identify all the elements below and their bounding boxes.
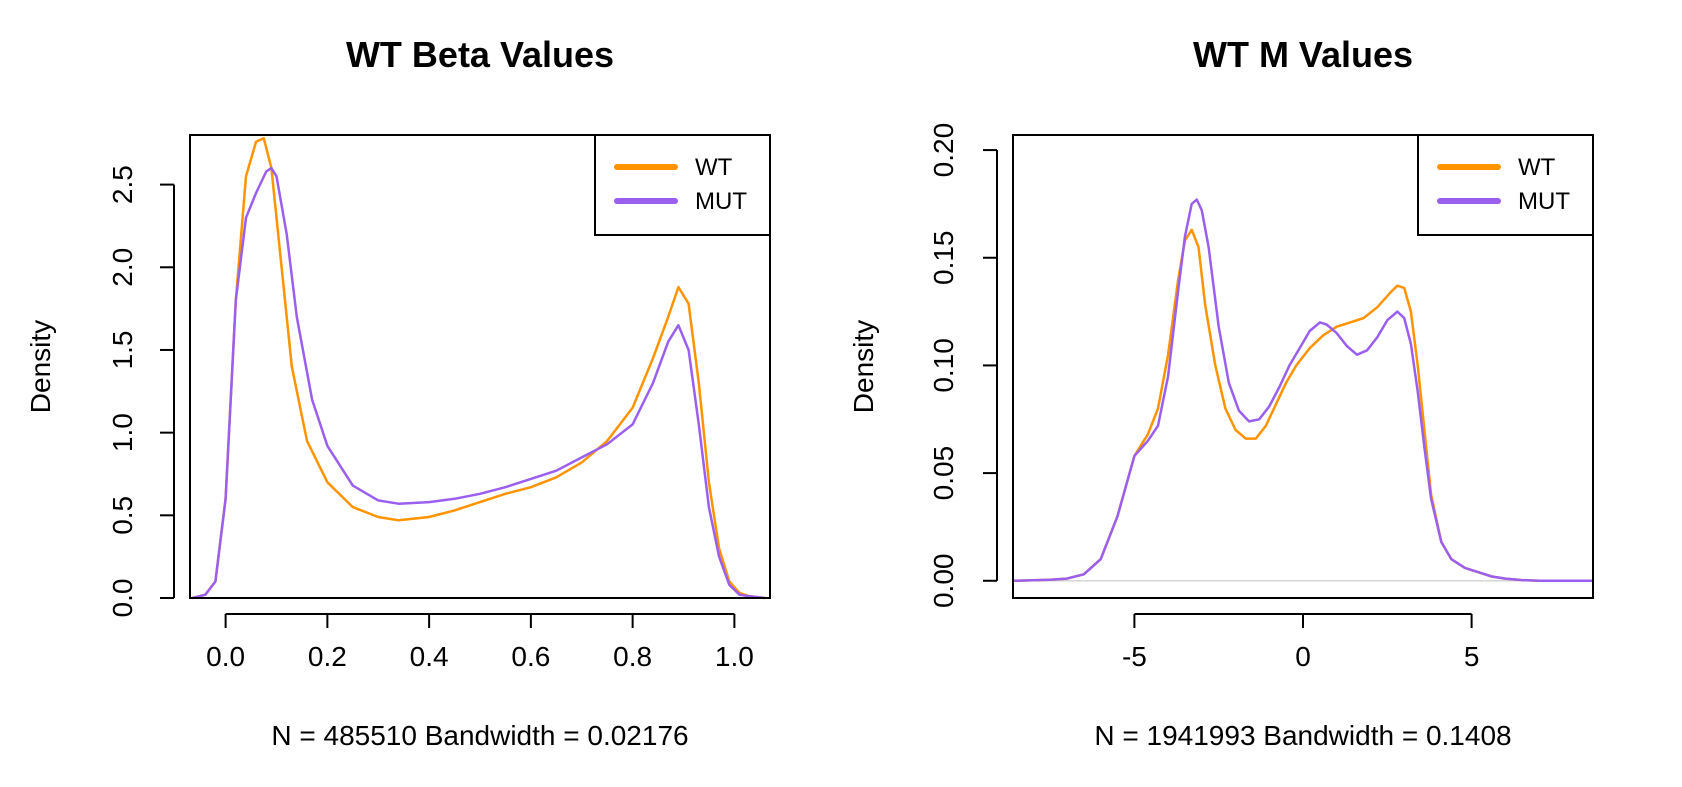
x-axis-label: N = 485510 Bandwidth = 0.02176 [271,720,688,751]
chart-title: WT M Values [1193,34,1413,75]
legend-box [1417,134,1594,236]
y-tick-label: 1.0 [107,413,138,452]
x-axis-label: N = 1941993 Bandwidth = 0.1408 [1094,720,1511,751]
legend-label-wt: WT [695,154,733,181]
y-tick-label: 2.0 [107,248,138,287]
y-tick-label: 0.0 [107,579,138,618]
legend-box [594,134,771,236]
plot-frame [1012,134,1594,599]
x-tick-label: 0.4 [410,641,449,672]
density-panel-1: WT Beta Values 0.0 0.2 0.4 0.6 0.8 1.0 0.0 0.5 1.… [25,34,771,751]
y-tick-label: 0.5 [107,496,138,535]
legend: WT MUT [594,134,771,236]
chart-title: WT Beta Values [346,34,614,75]
series-line-wt [192,137,766,600]
y-tick-label: 0.15 [928,230,959,285]
x-tick-label: 5 [1464,641,1480,672]
series-line-mut [192,166,766,600]
series-line-wt [1012,228,1593,583]
y-tick-label: 0.20 [928,123,959,178]
density-panel-2: WT M Values -5 0 5 0.00 0.05 0.10 0.15 0.20 N = 1… [848,34,1594,751]
legend-label-wt: WT [1518,154,1556,181]
x-tick-label: -5 [1122,641,1147,672]
plot-frame [189,134,771,599]
x-tick-label: 0.6 [511,641,550,672]
y-tick-label: 2.5 [107,165,138,204]
x-tick-label: 1.0 [715,641,754,672]
x-tick-label: 0 [1295,641,1311,672]
legend-label-mut: MUT [1518,188,1570,215]
x-tick-label: 0.8 [613,641,652,672]
y-tick-label: 0.10 [928,338,959,393]
y-tick-label: 0.00 [928,554,959,609]
x-tick-label: 0.0 [206,641,245,672]
y-axis-label: Density [848,320,879,413]
y-tick-label: 0.05 [928,446,959,501]
y-axis-label: Density [25,320,56,413]
legend: WT MUT [1417,134,1594,236]
legend-label-mut: MUT [695,188,747,215]
series-line-mut [1012,198,1593,583]
x-tick-label: 0.2 [308,641,347,672]
y-tick-label: 1.5 [107,330,138,369]
